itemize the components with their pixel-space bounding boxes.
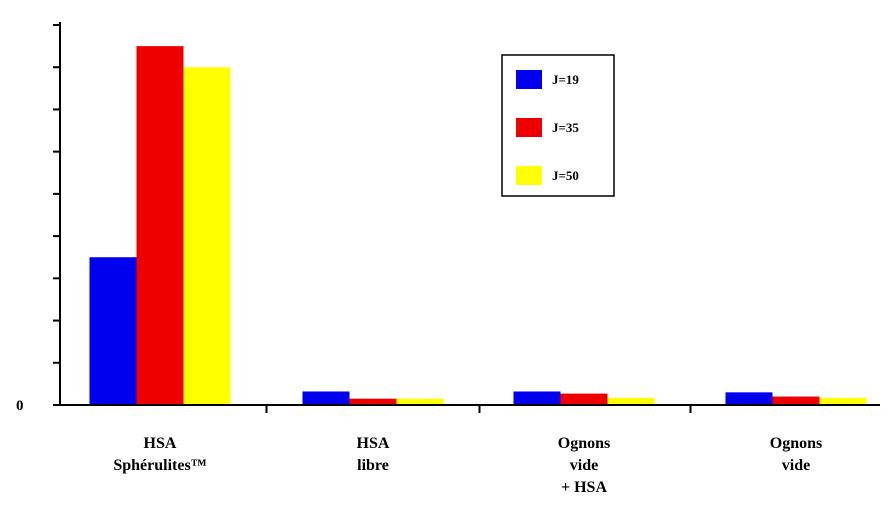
legend-swatch-j19 [516, 70, 542, 89]
category-label-1-line-0: HSA [357, 435, 390, 452]
y-tick-label-0: 0 [16, 398, 24, 414]
bar-j50-cat-2 [607, 397, 655, 405]
bar-j35-cat-1 [349, 398, 397, 405]
bar-j50-cat-3 [819, 397, 867, 405]
category-label-1-line-1: libre [357, 457, 389, 474]
category-label-0-line-0: HSA [144, 435, 177, 452]
bar-j19-cat-3 [725, 392, 773, 405]
legend-swatch-j35 [516, 118, 542, 137]
category-label-3-line-1: vide [782, 457, 810, 474]
category-label-2-line-0: Ognons [558, 435, 610, 452]
bar-j50-cat-0 [183, 67, 231, 405]
legend-swatch-j50 [516, 166, 542, 185]
category-label-3-line-0: Ognons [770, 435, 822, 452]
category-label-2-line-1: vide [570, 457, 598, 474]
bar-j35-cat-3 [772, 396, 820, 405]
bar-j50-cat-1 [396, 398, 444, 405]
legend-label-j50: J=50 [552, 168, 579, 183]
bar-j35-cat-2 [560, 393, 608, 405]
bar-j19-cat-0 [89, 257, 137, 405]
bar-j19-cat-1 [302, 391, 350, 405]
bar-j19-cat-2 [513, 391, 561, 405]
legend-label-j19: J=19 [552, 72, 579, 87]
legend-label-j35: J=35 [552, 120, 579, 135]
bar-j35-cat-0 [136, 46, 184, 405]
category-label-0-line-1: Sphérulites™ [113, 457, 206, 474]
category-label-2-line-2: + HSA [561, 479, 607, 496]
